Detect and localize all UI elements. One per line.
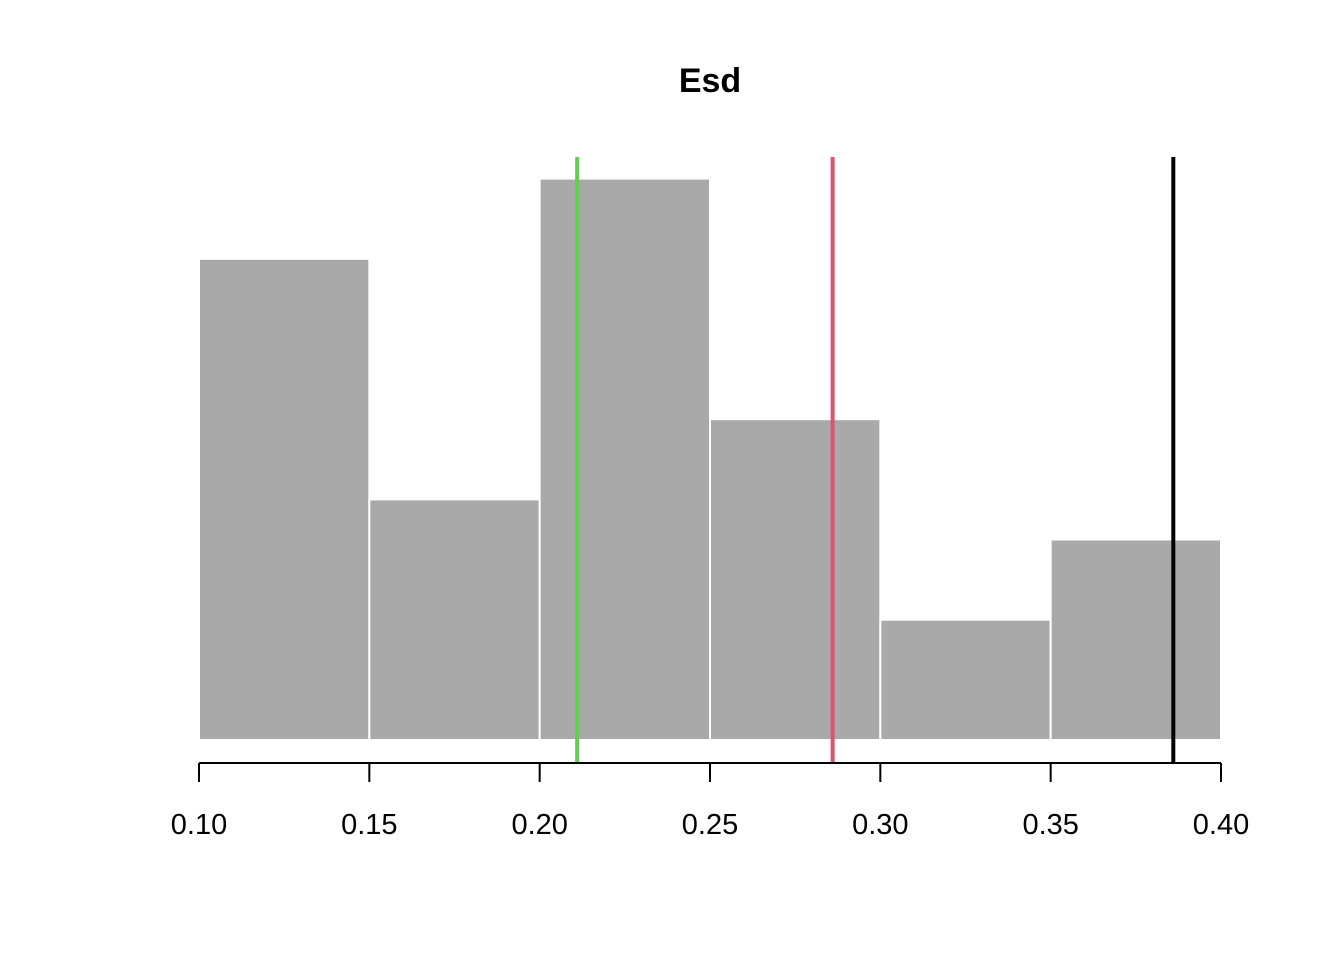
histogram-bar-6 [1049, 538, 1222, 741]
x-tick-label: 0.40 [1193, 809, 1249, 841]
histogram-bar-4 [709, 418, 882, 741]
histogram-bar-1 [198, 257, 371, 741]
x-tick-label: 0.30 [852, 809, 908, 841]
x-tick-label: 0.20 [511, 809, 567, 841]
x-tick-label: 0.15 [341, 809, 397, 841]
x-axis: 0.10 0.15 0.20 0.25 0.30 0.35 0.40 [171, 762, 1249, 841]
bars-group [198, 177, 1222, 742]
reference-lines-group [575, 157, 1176, 763]
histogram-bar-2 [368, 498, 541, 741]
histogram-bar-3 [538, 177, 712, 742]
x-tick-label: 0.35 [1022, 809, 1078, 841]
x-tick-label: 0.25 [682, 809, 738, 841]
histogram-bar-5 [879, 618, 1052, 742]
x-tick-label: 0.10 [171, 809, 227, 841]
chart-title: Esd [679, 62, 741, 100]
